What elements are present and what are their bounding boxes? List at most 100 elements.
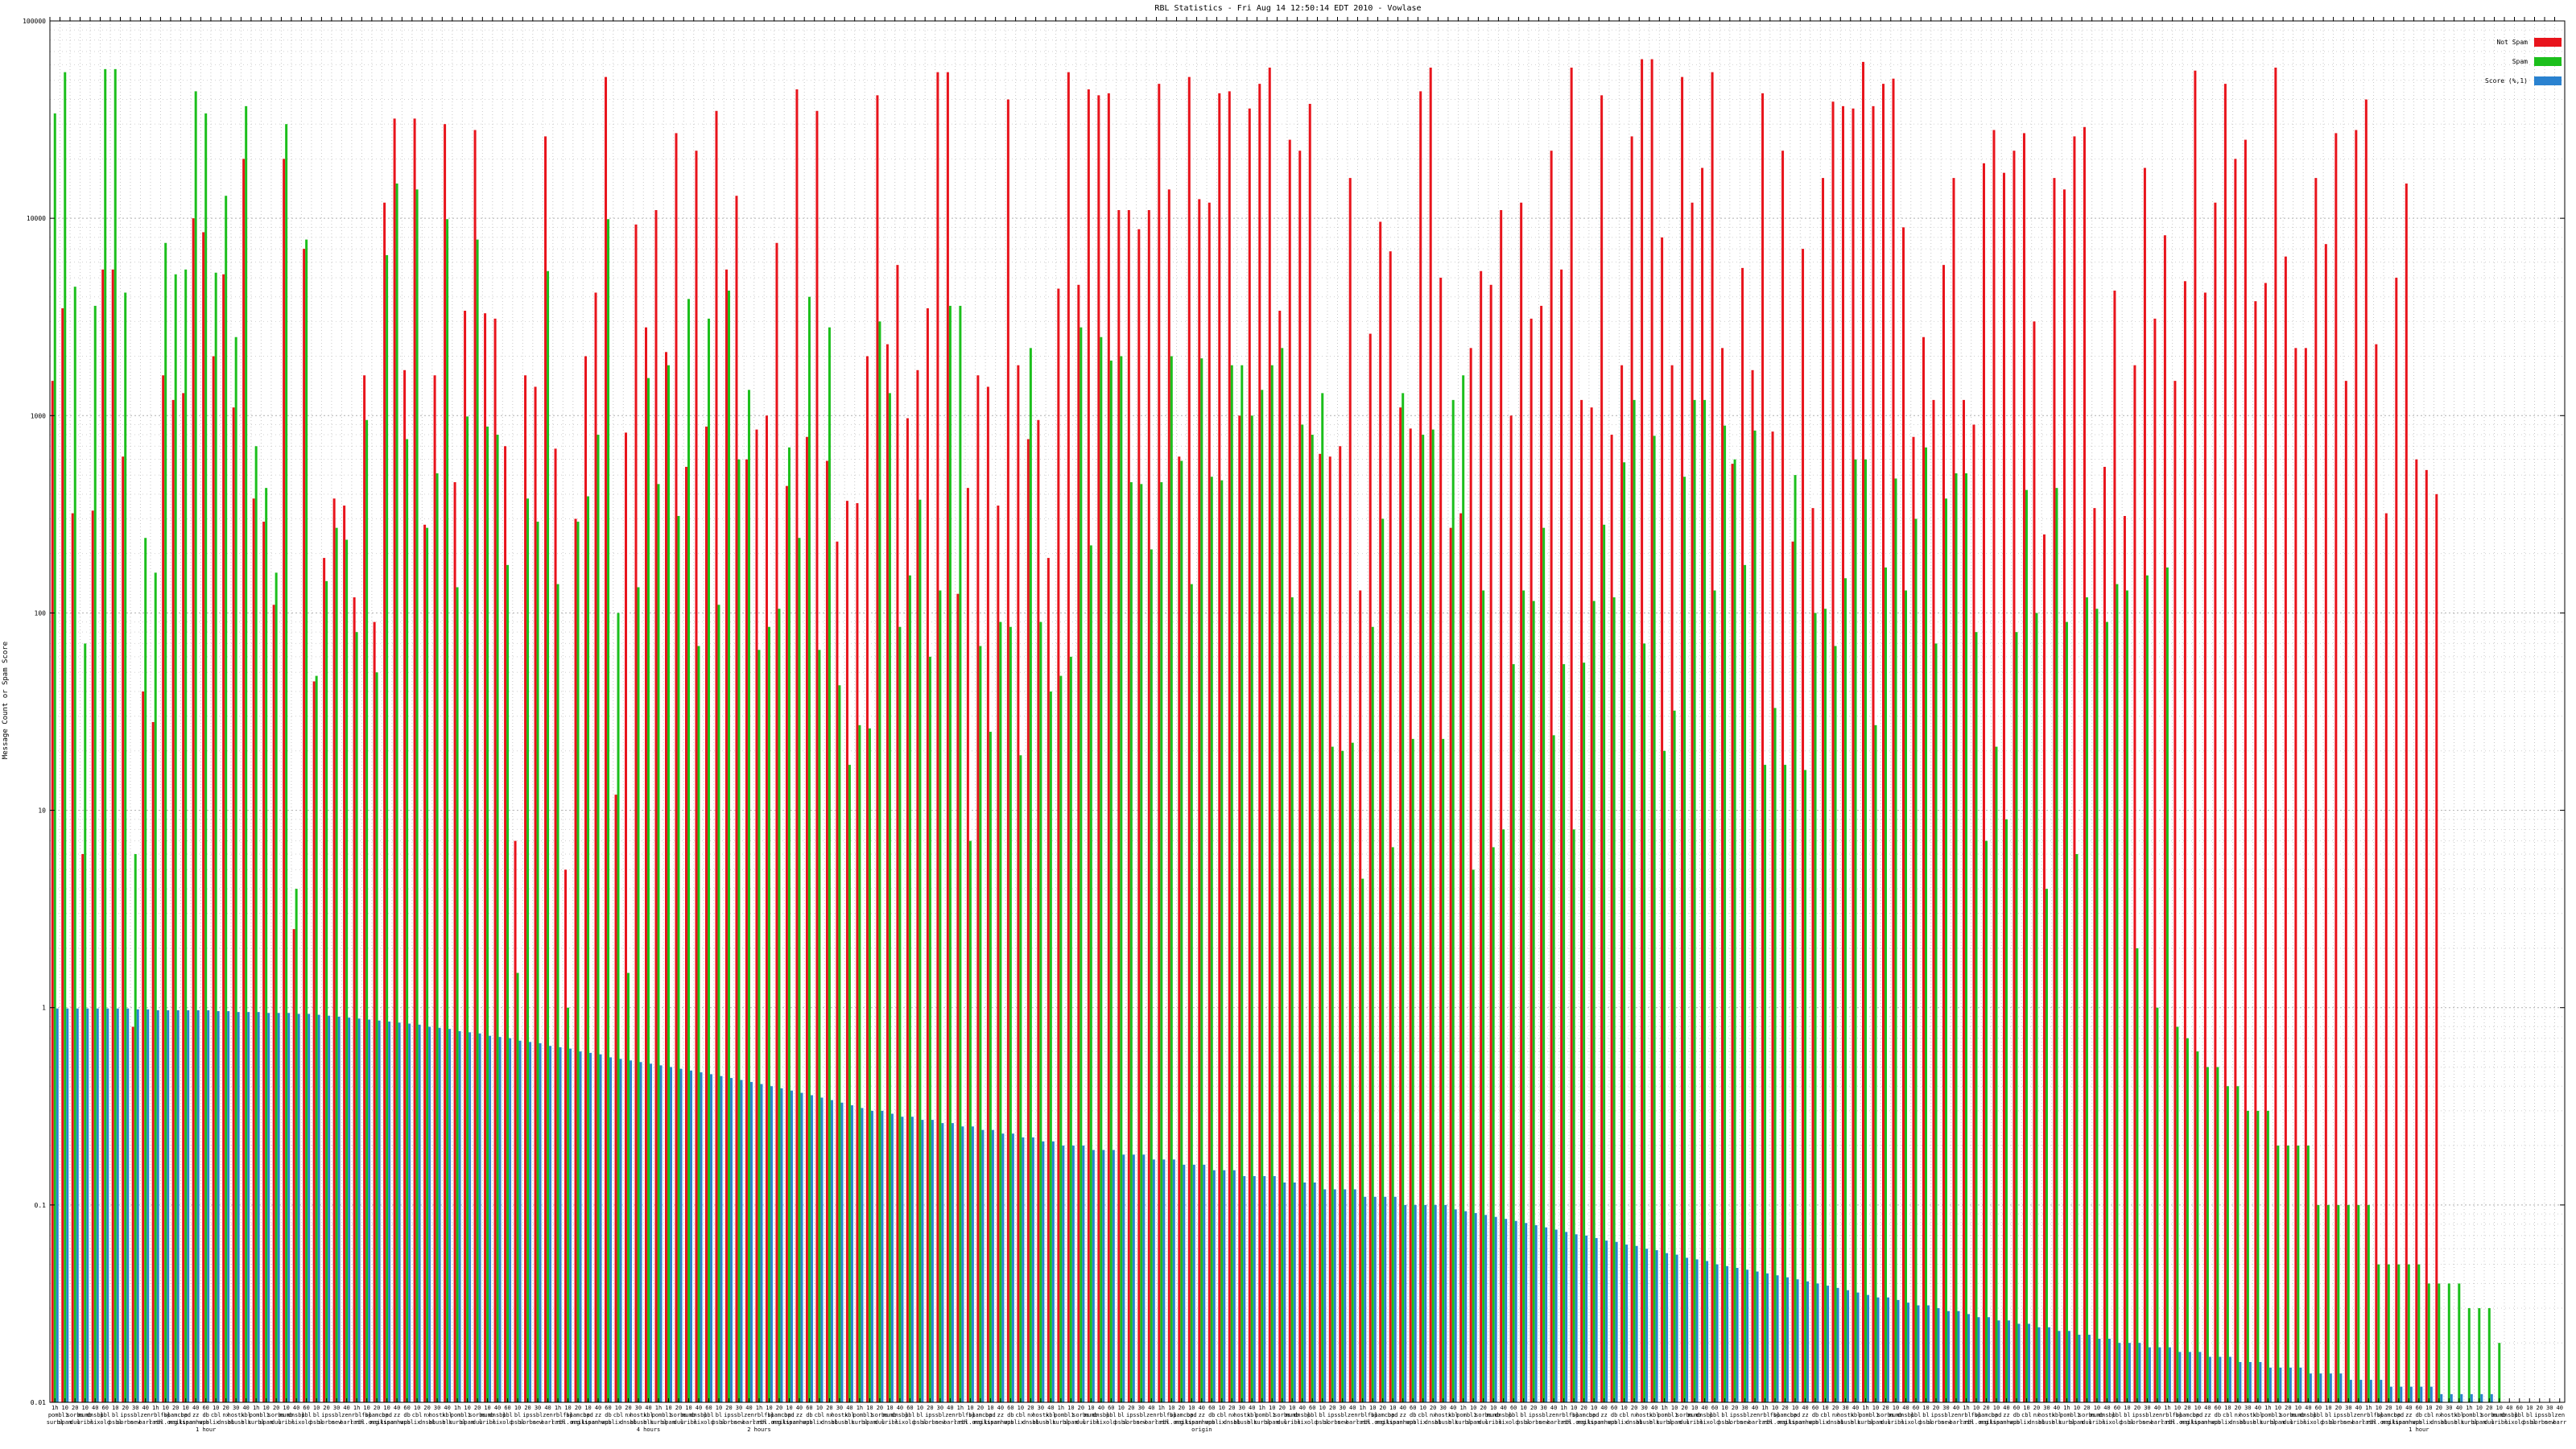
bar-spam xyxy=(285,124,288,1403)
bar-spam xyxy=(1542,527,1546,1402)
bar-not-spam xyxy=(403,369,407,1402)
bar-not-spam xyxy=(2113,290,2116,1402)
x-category-label: spam xyxy=(1668,1419,1682,1426)
x-category-label: sorbs xyxy=(670,1412,687,1418)
bar-score-1- xyxy=(1082,1146,1085,1402)
x-category-label: dnsbl xyxy=(217,1419,234,1426)
bar-spam xyxy=(1905,590,1908,1402)
x-tick-label: 20 xyxy=(72,1405,78,1411)
x-category-label: sbl xyxy=(1538,1412,1549,1418)
bar-not-spam xyxy=(1822,178,1825,1403)
x-category-label: new xyxy=(1337,1419,1348,1426)
x-category-label: dul xyxy=(1679,1419,1690,1426)
x-tick-label: 10 xyxy=(1822,1405,1828,1411)
bar-spam xyxy=(53,113,56,1402)
bar-spam xyxy=(1150,549,1153,1402)
x-category-label: rbl.org xyxy=(556,1419,580,1426)
bar-not-spam xyxy=(1228,91,1231,1402)
bar-spam xyxy=(1230,365,1233,1402)
x-category-label: rbl xyxy=(1558,1412,1569,1418)
bar-spam xyxy=(657,484,660,1402)
bar-not-spam xyxy=(283,159,286,1402)
x-tick-label: 10 xyxy=(363,1405,369,1411)
x-category-label: cbl xyxy=(2021,1412,2032,1418)
x-category-label: kisa xyxy=(1185,1419,1199,1426)
bar-score-1- xyxy=(1887,1297,1890,1402)
x-category-label: wpbl xyxy=(1205,1419,1219,1426)
x-category-label: spam xyxy=(863,1419,877,1426)
x-category-label: nix xyxy=(291,1419,302,1426)
y-tick-label: 100 xyxy=(35,609,47,617)
x-category-label: old xyxy=(1509,1419,1519,1426)
bar-score-1- xyxy=(1907,1302,1910,1402)
bar-not-spam xyxy=(1540,305,1543,1403)
x-category-label: sorbs xyxy=(1877,1412,1894,1418)
x-category-label: wpbl xyxy=(601,1419,615,1426)
x-tick-label: 10 xyxy=(62,1405,68,1411)
bar-not-spam xyxy=(856,503,859,1403)
x-category-label: dul xyxy=(1076,1419,1087,1426)
x-tick-label: 10 xyxy=(1973,1405,1979,1411)
x-category-label: kisa xyxy=(1386,1419,1400,1426)
x-category-label: blk xyxy=(1448,1419,1459,1426)
bar-spam xyxy=(1270,365,1274,1402)
x-category-label: psbl xyxy=(1315,1419,1329,1426)
bar-not-spam xyxy=(2062,189,2066,1403)
x-tick-label: 40 xyxy=(544,1405,551,1411)
bar-spam xyxy=(878,321,881,1402)
x-category-label: db xyxy=(605,1412,611,1418)
bar-not-spam xyxy=(1560,269,1563,1403)
x-tick-label: 20 xyxy=(374,1405,380,1411)
x-tick-label: 10 xyxy=(82,1405,89,1411)
x-category-label: db xyxy=(202,1412,208,1418)
bar-not-spam xyxy=(2183,281,2186,1402)
x-category-label: bad xyxy=(583,1412,593,1418)
x-category-label: ix xyxy=(1219,1419,1225,1426)
bar-spam xyxy=(1250,415,1253,1403)
bar-not-spam xyxy=(2223,84,2227,1402)
x-tick-label: 30 xyxy=(1741,1405,1748,1411)
bar-not-spam xyxy=(1962,399,1965,1402)
x-category-label: new xyxy=(1538,1419,1549,1426)
bar-score-1- xyxy=(1353,1189,1356,1402)
x-category-label: sorbs xyxy=(2280,1412,2297,1418)
bar-spam xyxy=(798,538,801,1403)
x-category-label: old xyxy=(100,1419,110,1426)
bar-spam xyxy=(1381,518,1385,1402)
x-tick-label: 10 xyxy=(2476,1405,2483,1411)
x-category-label: db xyxy=(2416,1412,2422,1418)
x-category-label: hostk xyxy=(1837,1412,1855,1418)
x-category-label: psbl xyxy=(511,1419,525,1426)
bar-not-spam xyxy=(1389,251,1392,1402)
x-category-label: hostk xyxy=(1032,1412,1050,1418)
bar-not-spam xyxy=(1218,93,1221,1403)
bar-score-1- xyxy=(1313,1182,1316,1402)
x-category-label: fbl xyxy=(965,1412,976,1418)
x-category-label: new xyxy=(2343,1419,2354,1426)
bar-spam xyxy=(1129,481,1133,1402)
bar-score-1- xyxy=(207,1009,210,1402)
x-category-label: nix xyxy=(1901,1419,1911,1426)
bar-score-1- xyxy=(297,1013,300,1402)
x-category-label: old xyxy=(2514,1419,2524,1426)
x-category-label: abuse xyxy=(429,1419,446,1426)
bar-spam xyxy=(2085,597,2088,1402)
x-category-label: kisa xyxy=(1990,1419,2004,1426)
bar-spam xyxy=(1502,829,1505,1402)
bar-not-spam xyxy=(1117,209,1121,1402)
bar-spam xyxy=(2266,1110,2269,1402)
bar-not-spam xyxy=(906,418,909,1402)
x-category-label: wpbl xyxy=(199,1419,213,1426)
x-category-label: uribl xyxy=(2491,1419,2508,1426)
x-tick-label: 10 xyxy=(1419,1405,1426,1411)
bar-not-spam xyxy=(2284,256,2287,1402)
bar-score-1- xyxy=(1997,1320,2000,1402)
x-tick-label: 40 xyxy=(696,1405,702,1411)
y-tick-label: 10 xyxy=(38,807,46,815)
bar-not-spam xyxy=(876,95,879,1402)
bar-not-spam xyxy=(896,265,899,1403)
bar-not-spam xyxy=(1137,229,1141,1402)
bar-not-spam xyxy=(1449,527,1452,1402)
bar-not-spam xyxy=(2314,178,2318,1403)
x-category-label: surbl xyxy=(1052,1419,1069,1426)
